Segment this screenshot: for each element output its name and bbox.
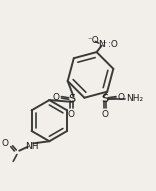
Text: +: + [101, 40, 107, 45]
Text: NH₂: NH₂ [126, 94, 144, 103]
Text: NH: NH [25, 142, 39, 151]
Text: :O: :O [108, 40, 118, 49]
Text: N: N [98, 40, 105, 49]
Text: O: O [53, 93, 60, 102]
Text: S: S [68, 94, 75, 104]
Text: S: S [102, 94, 109, 104]
Text: O: O [2, 139, 9, 148]
Text: O: O [68, 109, 75, 119]
Text: O: O [117, 93, 124, 102]
Text: O: O [102, 109, 109, 119]
Text: ⁻O: ⁻O [88, 36, 99, 45]
